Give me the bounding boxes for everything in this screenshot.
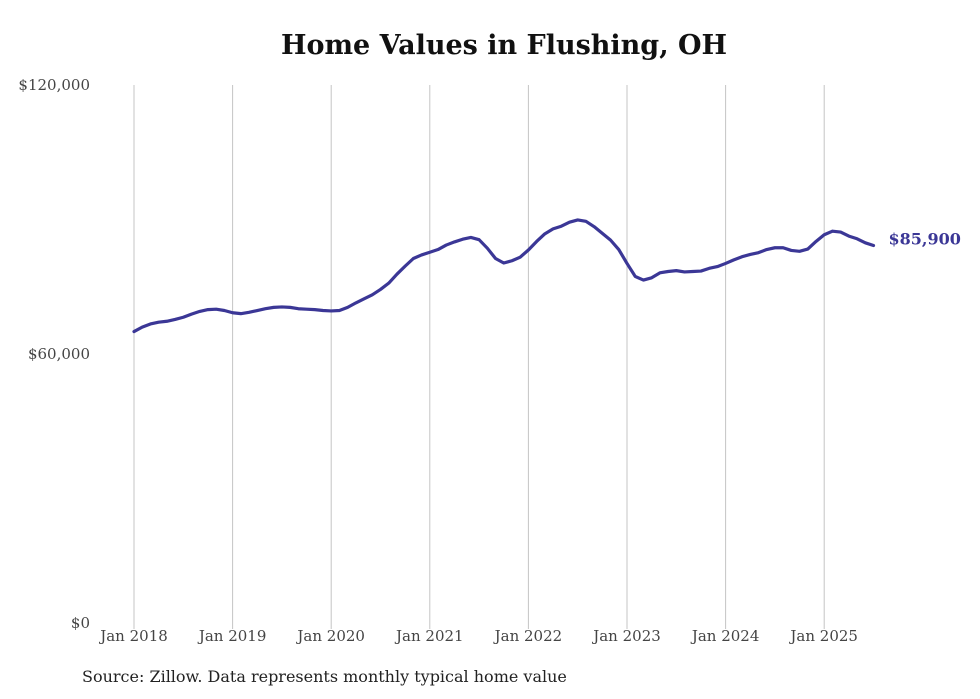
- data-labels: $85,900: [889, 230, 961, 249]
- end-value-label: $85,900: [889, 230, 961, 249]
- x-axis: Jan 2018 Jan 2019 Jan 2020 Jan 2021 Jan 2022…: [98, 627, 858, 645]
- y-tick-label: $60,000: [28, 345, 90, 363]
- gridlines: [133, 85, 825, 629]
- series-layer: [132, 218, 876, 334]
- y-axis: $0 $60,000 $120,000: [18, 76, 90, 632]
- x-tick-label: Jan 2023: [591, 627, 661, 645]
- x-tick-label: Jan 2024: [690, 627, 760, 645]
- x-tick-label: Jan 2025: [788, 627, 858, 645]
- y-tick-label: $120,000: [18, 76, 90, 94]
- series-line: [132, 218, 876, 334]
- x-tick-label: Jan 2020: [295, 627, 365, 645]
- y-tick-label: $0: [71, 614, 90, 632]
- source-note: Source: Zillow. Data represents monthly …: [82, 667, 567, 686]
- x-tick-label: Jan 2022: [493, 627, 563, 645]
- chart-title: Home Values in Flushing, OH: [280, 30, 728, 61]
- x-tick-label: Jan 2018: [98, 627, 168, 645]
- x-tick-label: Jan 2021: [394, 627, 464, 645]
- x-tick-label: Jan 2019: [197, 627, 267, 645]
